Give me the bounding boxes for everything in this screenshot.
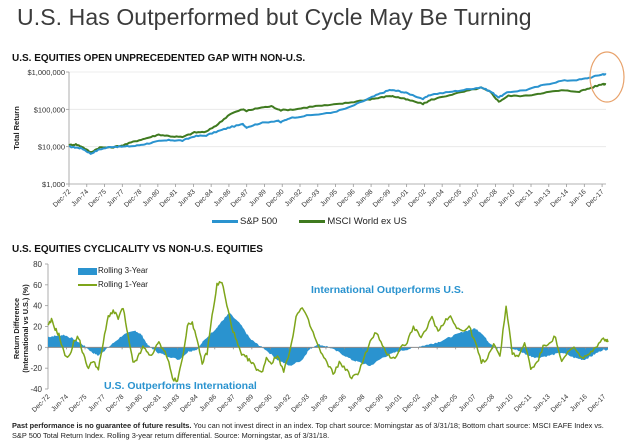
bottom-xtick-label: Dec-75 [68,393,89,414]
top-ytick-label: $100,000 [34,105,65,114]
bottom-xtick-label: Dec-11 [513,393,533,413]
top-ytick-label: $10,000 [38,143,65,152]
footnote-disclaimer: Past performance is no guarantee of futu… [12,421,192,430]
bottom-xtick-label: Jun-83 [161,393,181,413]
bottom-xtick-label: Jun-98 [347,393,367,413]
bottom-ytick-label: 60 [33,281,42,290]
top-chart-legend: S&P 500 MSCI World ex US [212,216,407,227]
slide-title: U.S. Has Outperformed but Cycle May Be T… [17,4,532,30]
bottom-xtick-label: Dec-05 [439,393,460,414]
bottom-y-axis-label: Return Difference(International vs U.S.)… [12,284,30,373]
bottom-ytick-label: 80 [33,260,42,269]
bottom-xtick-label: Jun-04 [421,393,441,413]
bottom-xtick-label: Dec-78 [105,393,126,414]
bottom-xtick-label: Dec-96 [327,393,348,414]
legend-label-rolling3: Rolling 3-Year [98,266,148,275]
y-label-line-1: Return Difference [12,298,21,359]
bottom-xtick-label: Jun-01 [384,393,404,413]
msci-world-ex-us-line [68,82,607,154]
bottom-ytick-label: -20 [30,364,42,373]
bottom-ytick-label: 40 [33,302,42,311]
bottom-xtick-label: Dec-93 [290,393,311,414]
bottom-xtick-label: Dec-87 [216,393,237,414]
bottom-xtick-label: Jun-13 [532,393,552,413]
legend-swatch-rolling3 [78,267,97,275]
bottom-xtick-label: Jun-10 [495,393,515,413]
footnote: Past performance is no guarantee of futu… [12,421,612,440]
top-y-axis-label: Total Return [12,106,21,150]
bottom-xtick-label: Dec-81 [142,393,163,414]
legend-label-msci: MSCI World ex US [327,216,407,227]
rolling-1-year-line [47,281,609,383]
bottom-ytick-label: 20 [33,323,42,332]
bottom-chart-legend: Rolling 3-Year Rolling 1-Year [78,264,148,292]
top-ytick-label: $1,000,000 [27,68,65,77]
bottom-xtick-label: Dec-02 [402,393,423,414]
bottom-xtick-label: Jun-74 [50,393,70,413]
legend-swatch-rolling1 [78,284,97,286]
y-label-line-2: (International vs U.S.) (%) [21,284,30,373]
bottom-xtick-label: Dec-84 [179,393,200,414]
legend-item-msci: MSCI World ex US [299,216,407,227]
bottom-xtick-label: Dec-17 [587,393,608,414]
bottom-xtick-label: Jun-07 [458,393,478,413]
bottom-xtick-label: Jun-16 [569,393,589,413]
top-chart-title: U.S. EQUITIES OPEN UNPRECEDENTED GAP WIT… [12,53,306,64]
legend-item-rolling1: Rolling 1-Year [78,278,148,292]
highlight-circle [589,51,625,103]
bottom-xtick-label: Jun-89 [236,393,256,413]
bottom-xtick-label: Jun-77 [87,393,107,413]
bottom-ytick-label: 0 [38,343,43,352]
bottom-chart-title: U.S. EQUITIES CYCLICALITY VS NON-U.S. EQ… [12,244,263,255]
bottom-xtick-label: Jun-95 [310,393,330,413]
bottom-xtick-label: Dec-72 [31,393,52,414]
bottom-xtick-label: Dec-08 [476,393,497,414]
bottom-xtick-label: Jun-80 [124,393,144,413]
legend-item-rolling3: Rolling 3-Year [78,264,148,278]
bottom-xtick-label: Jun-92 [273,393,293,413]
bottom-xtick-label: Dec-99 [365,393,386,414]
annotation-international-outperforms: International Outperforms U.S. [311,284,464,296]
bottom-xtick-label: Dec-14 [550,393,571,414]
bottom-ytick-label: -40 [30,385,42,394]
bottom-xtick-label: Dec-90 [253,393,274,414]
legend-swatch-sp500 [212,220,238,223]
top-ytick-label: $1,000 [42,180,65,189]
legend-item-sp500: S&P 500 [212,216,277,227]
legend-swatch-msci [299,220,326,223]
sp500-line [68,73,607,155]
bottom-xtick-label: Jun-86 [199,393,219,413]
legend-label-rolling1: Rolling 1-Year [98,280,148,289]
footnote-sources: You can not invest direct in an index. T… [12,421,604,440]
top-chart: $1,000$10,000$100,000$1,000,000Dec-72Jun… [12,51,625,209]
legend-label-sp500: S&P 500 [240,216,278,227]
annotation-us-outperforms: U.S. Outperforms International [104,380,257,392]
